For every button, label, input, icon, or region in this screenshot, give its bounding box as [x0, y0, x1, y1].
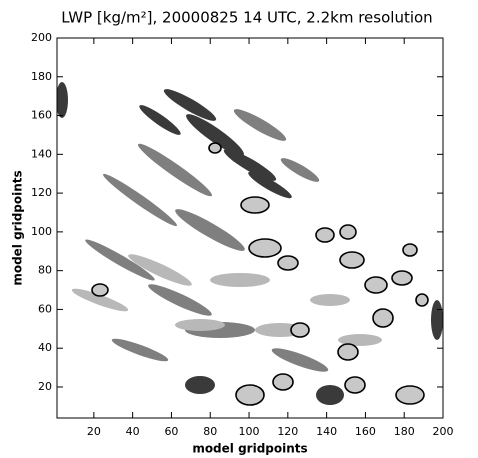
x-tick-label: 160	[355, 425, 376, 438]
x-tick-label: 200	[433, 425, 454, 438]
x-tick-label: 100	[239, 425, 260, 438]
x-tick-label: 180	[394, 425, 415, 438]
y-tick-label: 200	[31, 31, 52, 44]
y-tick-label: 100	[31, 225, 52, 238]
x-tick-label: 120	[277, 425, 298, 438]
x-tick-label: 60	[164, 425, 178, 438]
field	[57, 82, 443, 406]
plot-frame	[56, 37, 444, 419]
y-tick-label: 140	[31, 147, 52, 160]
x-axis-label: model gridpoints	[192, 442, 307, 456]
x-tick-label: 20	[87, 425, 101, 438]
y-tick-label: 60	[38, 302, 52, 315]
y-axis-label: model gridpoints	[11, 170, 25, 285]
x-tick-label: 80	[203, 425, 217, 438]
y-tick-label: 80	[38, 264, 52, 277]
x-tick-label: 40	[126, 425, 140, 438]
chart-title: LWP [kg/m²], 20000825 14 UTC, 2.2km reso…	[61, 9, 432, 27]
y-tick-label: 40	[38, 341, 52, 354]
y-tick-label: 20	[38, 380, 52, 393]
y-tick-label: 120	[31, 186, 52, 199]
x-tick-label: 140	[316, 425, 337, 438]
y-tick-label: 180	[31, 70, 52, 83]
y-tick-label: 160	[31, 109, 52, 122]
